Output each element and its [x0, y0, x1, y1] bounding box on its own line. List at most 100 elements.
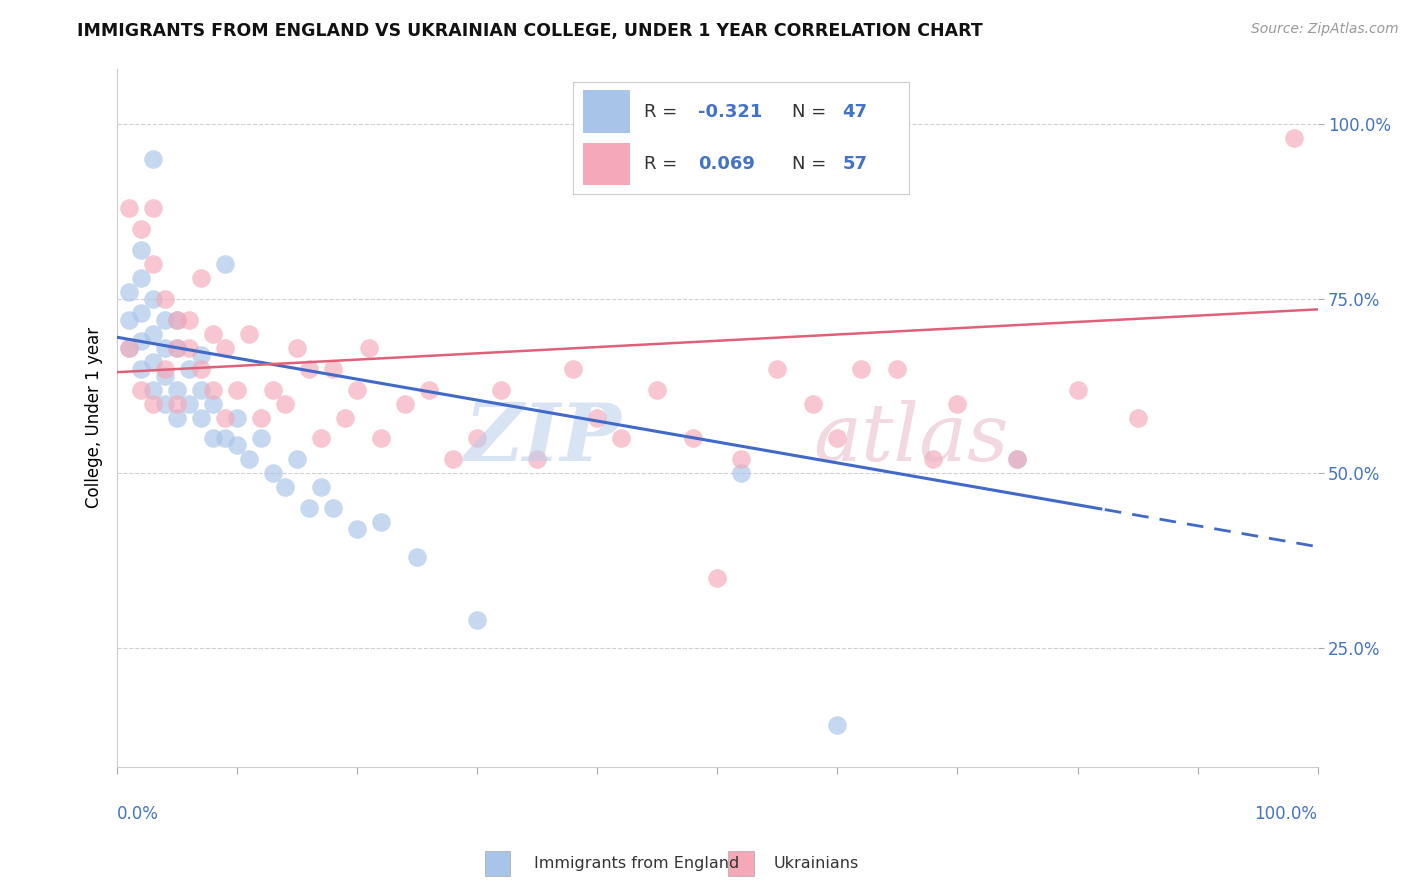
Text: Immigrants from England: Immigrants from England [534, 856, 740, 871]
Point [129, 306, 152, 320]
Point [803, 396, 825, 410]
Point [262, 467, 284, 481]
Point [142, 292, 165, 306]
Point [1007, 452, 1029, 467]
Point [586, 410, 609, 425]
Point [202, 432, 225, 446]
Point [285, 452, 308, 467]
Point [226, 438, 249, 452]
Point [298, 501, 321, 516]
Point [946, 396, 969, 410]
Point [706, 571, 728, 585]
Point [250, 410, 273, 425]
Point [309, 432, 332, 446]
Point [202, 383, 225, 397]
Point [166, 410, 188, 425]
Point [370, 516, 392, 530]
Point [262, 383, 284, 397]
Point [298, 361, 321, 376]
Point [465, 432, 488, 446]
Point [214, 257, 236, 271]
Point [118, 341, 141, 355]
Point [129, 271, 152, 285]
Point [309, 480, 332, 494]
Point [682, 432, 704, 446]
Text: Ukrainians: Ukrainians [773, 856, 859, 871]
Point [922, 452, 945, 467]
Point [202, 326, 225, 341]
Point [166, 313, 188, 327]
Point [610, 432, 633, 446]
Point [214, 341, 236, 355]
Point [274, 480, 297, 494]
Point [118, 313, 141, 327]
Point [226, 410, 249, 425]
Point [322, 501, 344, 516]
Point [166, 383, 188, 397]
Point [129, 361, 152, 376]
Point [166, 341, 188, 355]
Point [142, 355, 165, 369]
Point [129, 383, 152, 397]
Point [370, 432, 392, 446]
Text: atlas: atlas [814, 400, 1008, 477]
Point [190, 271, 212, 285]
Point [406, 550, 429, 565]
Point [562, 361, 585, 376]
Point [238, 452, 260, 467]
Point [285, 341, 308, 355]
Point [214, 410, 236, 425]
Point [179, 313, 201, 327]
Point [202, 396, 225, 410]
Point [394, 396, 416, 410]
Point [142, 326, 165, 341]
Y-axis label: College, Under 1 year: College, Under 1 year [86, 327, 103, 508]
Point [1282, 131, 1305, 145]
Point [526, 452, 548, 467]
Point [142, 257, 165, 271]
Point [118, 285, 141, 299]
Point [153, 368, 176, 383]
Point [142, 396, 165, 410]
Point [851, 361, 873, 376]
Point [1126, 410, 1149, 425]
Text: IMMIGRANTS FROM ENGLAND VS UKRAINIAN COLLEGE, UNDER 1 YEAR CORRELATION CHART: IMMIGRANTS FROM ENGLAND VS UKRAINIAN COL… [77, 22, 983, 40]
Point [118, 341, 141, 355]
Point [441, 452, 464, 467]
Point [226, 383, 249, 397]
Point [1066, 383, 1088, 397]
Point [346, 522, 368, 536]
Point [153, 341, 176, 355]
Point [274, 396, 297, 410]
Point [730, 467, 752, 481]
Point [190, 361, 212, 376]
Point [766, 361, 789, 376]
Point [166, 313, 188, 327]
Point [491, 383, 513, 397]
Point [827, 432, 849, 446]
Point [335, 410, 357, 425]
Point [886, 361, 908, 376]
Point [322, 361, 344, 376]
Point [166, 396, 188, 410]
Point [418, 383, 440, 397]
Point [190, 348, 212, 362]
Point [465, 613, 488, 627]
Point [142, 153, 165, 167]
Text: 100.0%: 100.0% [1254, 805, 1317, 823]
Point [129, 222, 152, 236]
Point [214, 432, 236, 446]
Point [153, 292, 176, 306]
Point [179, 396, 201, 410]
Point [142, 201, 165, 215]
Point [153, 361, 176, 376]
Point [827, 717, 849, 731]
Text: Source: ZipAtlas.com: Source: ZipAtlas.com [1251, 22, 1399, 37]
Point [129, 334, 152, 348]
Point [118, 201, 141, 215]
Point [166, 341, 188, 355]
Point [250, 432, 273, 446]
Point [179, 341, 201, 355]
Point [142, 383, 165, 397]
Point [190, 383, 212, 397]
